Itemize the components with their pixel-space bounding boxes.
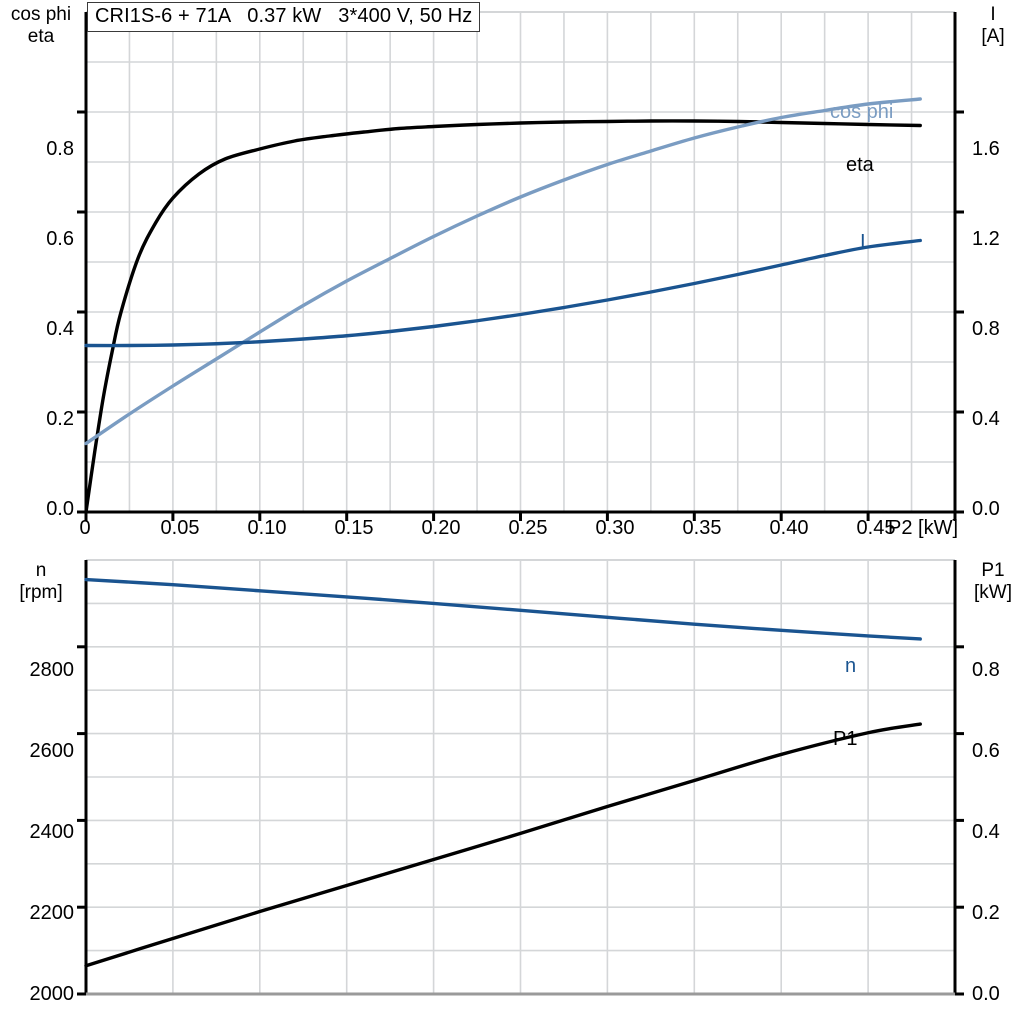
top-xtick-8: 0.40 [769,517,809,539]
top-ytick-3: 0.6 [46,228,74,250]
bottom-y2tick-0: 0.0 [972,983,1000,1005]
top-y2tick-0: 0.0 [972,498,1000,520]
curve-label-cos-phi: cos phi [830,101,894,123]
top-xtick-1: 0.05 [160,517,200,539]
bottom-chart-panel: n [rpm] P1 [kW] 2000 2200 2400 2600 2800… [0,548,1024,1024]
bottom-right-axis-title: P1 [kW] [974,560,1012,603]
top-xtick-9: 0.45 [856,517,896,539]
bottom-y2tick-2: 0.4 [972,821,1000,843]
bottom-y2tick-4: 0.8 [972,659,1000,681]
top-ytick-4: 0.8 [46,138,74,160]
bottom-left-axis-title: n [rpm] [19,560,63,603]
bottom-y2tick-3: 0.6 [972,740,1000,762]
top-ytick-1: 0.2 [46,408,74,430]
top-chart-panel: CRI1S-6 + 71A 0.37 kW 3*400 V, 50 Hz cos… [10,2,1005,539]
top-xtick-4: 0.20 [421,517,461,539]
chart-title-box: CRI1S-6 + 71A 0.37 kW 3*400 V, 50 Hz [87,2,481,32]
bottom-ytick-4: 2800 [29,659,75,681]
top-xtick-3: 0.15 [334,517,374,539]
top-y2tick-1: 0.4 [972,408,1000,430]
curve-label-power: P1 [833,728,858,750]
top-left-axis-title: cos phi eta [10,4,72,47]
top-ytick-2: 0.4 [46,318,74,340]
top-xtick-5: 0.25 [508,517,548,539]
bottom-ytick-1: 2200 [29,902,75,924]
top-xtick-2: 0.10 [247,517,287,539]
top-xtick-7: 0.35 [682,517,722,539]
bottom-ytick-0: 2000 [29,983,75,1005]
top-y2tick-2: 0.8 [972,318,1000,340]
bottom-ytick-2: 2400 [29,821,75,843]
curve-label-current: I [860,231,866,253]
curve-label-speed: n [845,655,857,677]
top-ytick-0: 0.0 [46,498,74,520]
top-y2tick-3: 1.2 [972,228,1000,250]
top-right-axis-title: I [A] [981,4,1005,47]
top-xaxis-title: P2 [kW] [888,517,959,539]
top-chart-plot [77,11,964,521]
top-xtick-0: 0 [79,517,91,539]
bottom-y2tick-1: 0.2 [972,902,1000,924]
curve-label-eta: eta [846,154,874,176]
bottom-chart-plot [77,559,964,996]
bottom-ytick-3: 2600 [29,740,75,762]
top-y2tick-4: 1.6 [972,138,1000,160]
top-xtick-6: 0.30 [595,517,635,539]
